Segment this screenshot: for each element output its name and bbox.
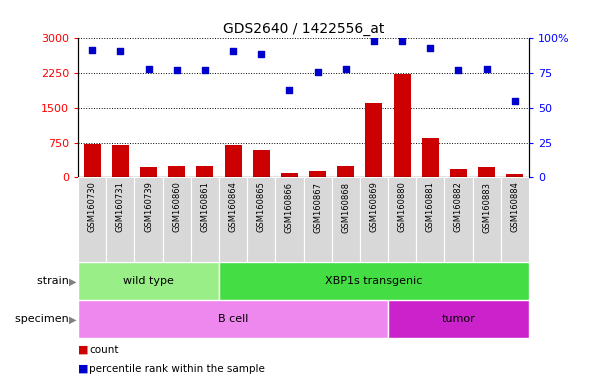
Bar — [247, 177, 275, 262]
Bar — [78, 262, 219, 300]
Bar — [304, 177, 332, 262]
Text: specimen: specimen — [15, 314, 72, 324]
Bar — [78, 300, 388, 338]
Text: GSM160868: GSM160868 — [341, 182, 350, 233]
Text: ■: ■ — [78, 345, 92, 355]
Bar — [84, 144, 101, 177]
Bar — [225, 145, 242, 177]
Text: count: count — [89, 345, 118, 355]
Bar — [163, 177, 191, 262]
Bar — [360, 177, 388, 262]
Bar — [388, 300, 529, 338]
Bar — [501, 177, 529, 262]
Bar — [388, 177, 416, 262]
Point — [397, 38, 407, 44]
Text: B cell: B cell — [218, 314, 248, 324]
Text: GSM160865: GSM160865 — [257, 182, 266, 232]
Title: GDS2640 / 1422556_at: GDS2640 / 1422556_at — [223, 22, 384, 36]
Point — [115, 48, 125, 54]
Bar — [219, 262, 529, 300]
Point — [313, 69, 322, 75]
Bar — [506, 174, 523, 177]
Text: strain: strain — [37, 276, 72, 286]
Bar — [478, 167, 495, 177]
Bar — [197, 166, 213, 177]
Bar — [450, 169, 467, 177]
Text: GSM160880: GSM160880 — [398, 182, 407, 232]
Point — [257, 51, 266, 57]
Point — [228, 48, 238, 54]
Text: GSM160884: GSM160884 — [510, 182, 519, 232]
Point — [341, 66, 350, 72]
Bar — [168, 166, 185, 177]
Text: GSM160730: GSM160730 — [88, 182, 97, 232]
Point — [369, 38, 379, 44]
Point — [510, 98, 520, 104]
Point — [454, 67, 463, 73]
Bar — [78, 177, 106, 262]
Text: ▶: ▶ — [70, 276, 77, 286]
Text: percentile rank within the sample: percentile rank within the sample — [89, 364, 265, 374]
Bar — [253, 151, 270, 177]
Point — [200, 67, 210, 73]
Text: GSM160866: GSM160866 — [285, 182, 294, 233]
Bar — [337, 166, 354, 177]
Bar — [112, 145, 129, 177]
Text: ■: ■ — [78, 364, 92, 374]
Text: GSM160883: GSM160883 — [482, 182, 491, 233]
Bar — [416, 177, 444, 262]
Bar — [394, 74, 410, 177]
Bar — [281, 174, 298, 177]
Bar — [444, 177, 472, 262]
Text: XBP1s transgenic: XBP1s transgenic — [325, 276, 423, 286]
Bar — [191, 177, 219, 262]
Bar — [332, 177, 360, 262]
Text: ▶: ▶ — [70, 314, 77, 324]
Point — [87, 46, 97, 53]
Bar — [365, 103, 382, 177]
Text: GSM160739: GSM160739 — [144, 182, 153, 232]
Point — [172, 67, 182, 73]
Bar — [135, 177, 163, 262]
Bar — [140, 167, 157, 177]
Point — [426, 45, 435, 51]
Text: GSM160881: GSM160881 — [426, 182, 435, 232]
Text: GSM160861: GSM160861 — [200, 182, 209, 232]
Bar — [422, 138, 439, 177]
Point — [144, 66, 153, 72]
Text: GSM160867: GSM160867 — [313, 182, 322, 233]
Text: GSM160864: GSM160864 — [228, 182, 237, 232]
Text: GSM160882: GSM160882 — [454, 182, 463, 232]
Bar — [309, 171, 326, 177]
Bar — [219, 177, 247, 262]
Text: GSM160860: GSM160860 — [172, 182, 182, 232]
Text: wild type: wild type — [123, 276, 174, 286]
Bar — [472, 177, 501, 262]
Text: GSM160869: GSM160869 — [370, 182, 379, 232]
Bar — [106, 177, 135, 262]
Point — [482, 66, 492, 72]
Text: tumor: tumor — [442, 314, 475, 324]
Bar — [275, 177, 304, 262]
Point — [285, 87, 294, 93]
Text: GSM160731: GSM160731 — [116, 182, 125, 232]
